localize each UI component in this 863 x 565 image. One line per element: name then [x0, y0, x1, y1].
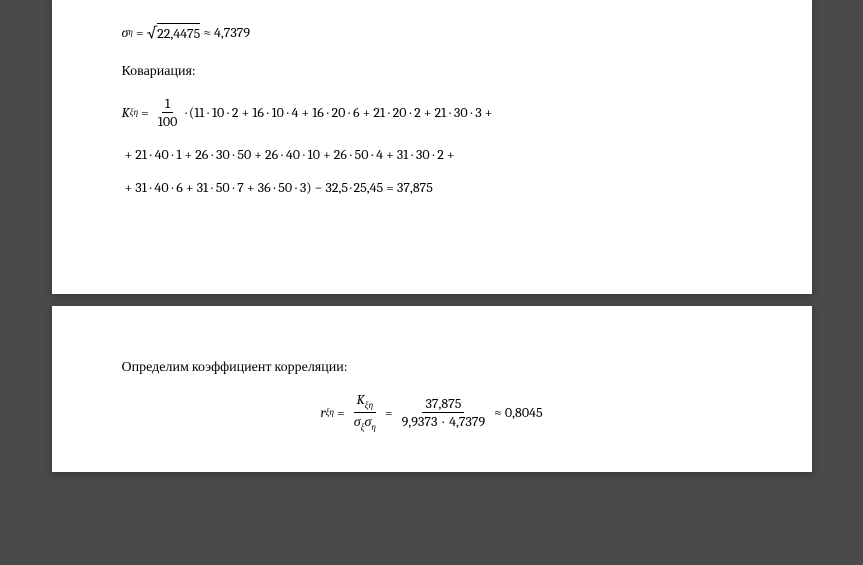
term3: 36 · 50 · 3: [258, 179, 307, 196]
equals: =: [141, 104, 149, 121]
page-gap: [0, 294, 863, 306]
equals: =: [136, 24, 144, 41]
k-equation-line1: Kξη = 1 100 · (11 · 10 · 2 + 16 · 10 · 4…: [122, 88, 742, 138]
fraction-k-sigma: Kξη σξση: [351, 392, 379, 434]
sqrt-value: 22,4475: [157, 23, 200, 42]
sigma2-sub: η: [371, 423, 375, 433]
term1: 11 · 10 · 2: [194, 104, 238, 121]
correlation-label: Определим коэффициент корреляции:: [122, 346, 742, 384]
page1-bottom-space: [122, 204, 742, 264]
term3: 16 · 20 · 6: [312, 104, 359, 121]
lead-plus: +: [125, 146, 133, 163]
sigma-var: σ: [122, 24, 129, 42]
frac-den: 100: [155, 113, 181, 129]
m1: 32,5: [325, 179, 348, 196]
k-sub: ξη: [130, 107, 138, 118]
sigma-result: 4,7379: [214, 24, 250, 41]
fraction-1-100: 1 100: [155, 96, 181, 130]
m2: 25,45: [353, 179, 383, 196]
plus: +: [323, 146, 331, 163]
plus: +: [242, 104, 250, 121]
frac2-den: 9,9373 · 4,7379: [399, 413, 489, 429]
plus: +: [386, 146, 394, 163]
den-v2: 4,7379: [449, 413, 485, 430]
term2: 16 · 10 · 4: [252, 104, 298, 121]
frac1-den: σξση: [351, 413, 379, 434]
term2: 31 · 50 · 7: [197, 179, 244, 196]
term5: 31 · 30 · 2: [397, 146, 444, 163]
k-var: K: [122, 104, 130, 121]
close-paren: ): [306, 179, 311, 196]
term3: 26 · 40 · 10: [265, 146, 320, 163]
k-equation-line3: +31 · 40 · 6 + 31 · 50 · 7 + 36 · 50 · 3…: [122, 171, 742, 204]
sigma1: σ: [354, 413, 361, 430]
dot: ·: [185, 104, 186, 121]
plus: +: [184, 146, 192, 163]
frac2-num: 37,875: [422, 396, 464, 413]
term5: 21 · 30 · 3: [435, 104, 482, 121]
plus: +: [247, 179, 255, 196]
k-result: 37,875: [397, 179, 433, 196]
minus: −: [315, 179, 323, 196]
term1: 31 · 40 · 6: [135, 179, 183, 196]
dot: ·: [350, 179, 351, 196]
tail-plus: +: [485, 104, 493, 121]
approx: ≈: [494, 404, 502, 421]
plus: +: [254, 146, 262, 163]
fraction-numeric: 37,875 9,9373 · 4,7379: [399, 396, 489, 430]
lead-plus: +: [125, 179, 133, 196]
k-equation-line2: +21 · 40 · 1 + 26 · 30 · 50 + 26 · 40 · …: [122, 138, 742, 171]
term4: 21 · 20 · 2: [373, 104, 420, 121]
sqrt-icon: √: [147, 24, 158, 42]
sigma-sub: η: [128, 27, 132, 38]
frac1-num: Kξη: [354, 392, 377, 414]
r-result: 0,8045: [505, 404, 543, 421]
plus: +: [301, 104, 309, 121]
term2: 26 · 30 · 50: [195, 146, 251, 163]
r-equation: rξη = Kξη σξση = 37,875 9,9373 · 4,7379 …: [122, 384, 742, 442]
sigma-equation: ση = √22,4475 ≈ 4,7379: [122, 15, 742, 50]
k-num-var: K: [357, 391, 365, 408]
k-num-sub: ξη: [365, 401, 373, 411]
tail-plus: +: [447, 146, 455, 163]
equals: =: [337, 404, 345, 421]
plus: +: [363, 104, 371, 121]
plus: +: [186, 179, 194, 196]
equals: =: [386, 179, 394, 196]
approx: ≈: [203, 24, 211, 41]
den-v1: 9,9373: [402, 413, 438, 430]
equals2: =: [385, 404, 393, 421]
den-dot: ·: [443, 413, 444, 430]
page-1: ση = √22,4475 ≈ 4,7379 Ковариация: Kξη =…: [52, 0, 812, 294]
r-sub: ξη: [326, 407, 334, 418]
term1: 21 · 40 · 1: [135, 146, 181, 163]
frac-num: 1: [162, 96, 173, 113]
covariance-label: Ковариация:: [122, 50, 742, 88]
page-2: Определим коэффициент корреляции: rξη = …: [52, 306, 812, 472]
term4: 26 · 50 · 4: [334, 146, 383, 163]
plus: +: [424, 104, 432, 121]
